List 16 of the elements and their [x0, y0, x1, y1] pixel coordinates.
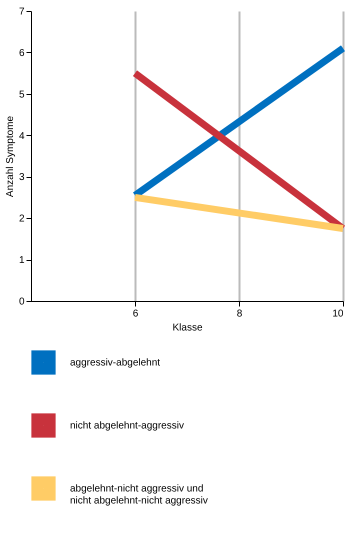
y-tick-label: 0: [18, 296, 25, 308]
y-axis-title: Anzahl Symptome: [4, 115, 16, 198]
y-tick-label: 7: [18, 6, 25, 18]
y-tick-label: 5: [18, 89, 25, 100]
y-tick-label: 1: [18, 255, 25, 266]
legend-label: abgelehnt-nicht aggressiv und nicht abgelehnt-nicht aggressiv: [70, 484, 208, 506]
y-tick-label: 4: [18, 130, 25, 142]
x-tick-label: 8: [236, 308, 243, 320]
x-tick-label: 6: [132, 308, 139, 320]
legend-label: nicht abgelehnt-aggressiv: [70, 420, 184, 432]
y-tick-label: 6: [18, 48, 25, 59]
x-axis-title: Klasse: [172, 322, 203, 334]
legend-label: aggressiv-abgelehnt: [70, 358, 160, 368]
y-tick-label: 3: [18, 172, 25, 184]
y-tick-label: 2: [18, 214, 25, 225]
x-tick-label: 10: [332, 308, 344, 320]
